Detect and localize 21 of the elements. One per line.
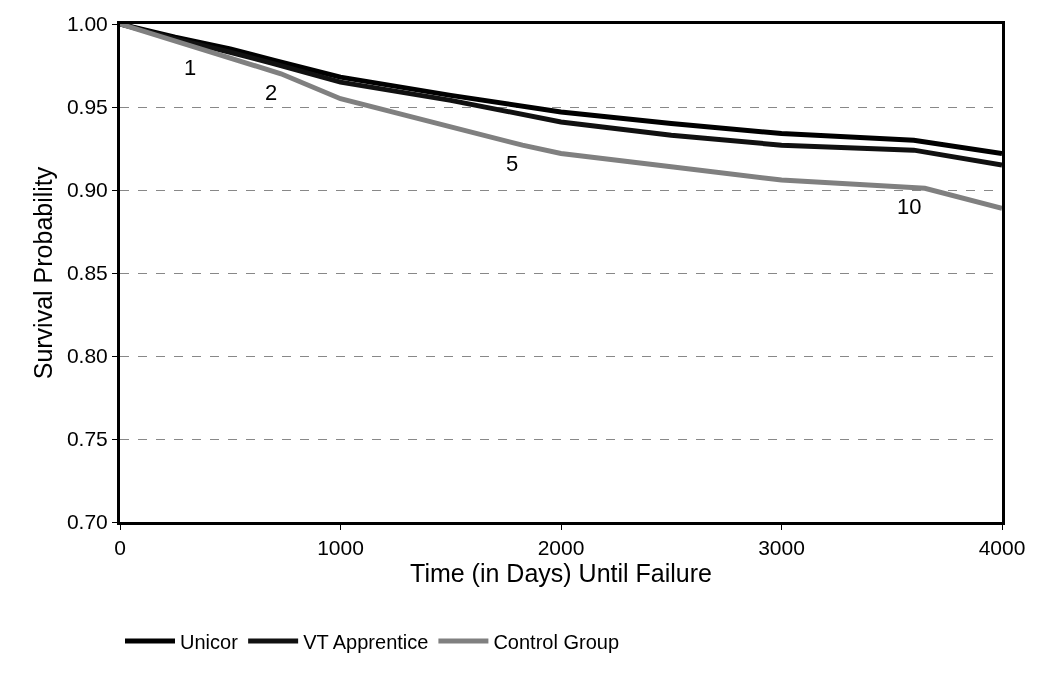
legend-label: VT Apprentice bbox=[303, 630, 429, 653]
annotation: 10 bbox=[897, 194, 922, 219]
x-axis-title: Time (in Days) Until Failure bbox=[410, 559, 712, 588]
annotation: 1 bbox=[184, 55, 197, 80]
x-tick-label: 4000 bbox=[978, 536, 1026, 560]
annotation: 2 bbox=[265, 80, 278, 105]
legend-label: Unicor bbox=[180, 630, 239, 653]
x-tick-label: 3000 bbox=[758, 536, 805, 560]
x-tick-label: 1000 bbox=[317, 536, 364, 560]
annotation: 5 bbox=[506, 151, 519, 176]
y-tick-label: 0.80 bbox=[66, 344, 108, 368]
y-tick-label: 0.95 bbox=[66, 95, 108, 119]
y-tick-label: 0.75 bbox=[66, 427, 108, 451]
y-tick-label: 0.85 bbox=[66, 261, 108, 285]
y-axis-title: Survival Probability bbox=[28, 166, 57, 380]
y-tick-label: 0.90 bbox=[66, 178, 108, 202]
legend-label: Control Group bbox=[493, 630, 620, 653]
y-tick-label: 0.70 bbox=[66, 510, 108, 534]
y-tick-label: 1.00 bbox=[66, 12, 108, 36]
x-tick-label: 0 bbox=[114, 536, 126, 560]
x-tick-label: 2000 bbox=[537, 536, 585, 560]
